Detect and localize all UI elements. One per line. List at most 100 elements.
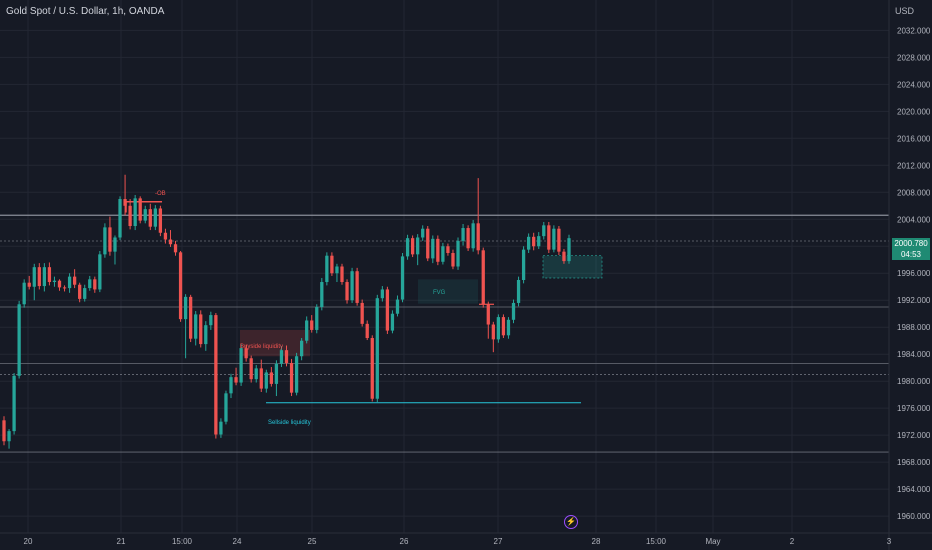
y-tick-label: 2028.000 (897, 53, 931, 62)
x-tick-label: May (705, 537, 720, 546)
price-axis[interactable]: 1960.000 1964.000 1968.000 1972.000 1976.000… (888, 0, 931, 550)
candle-body (264, 372, 268, 389)
candle-body (421, 228, 425, 238)
candle-body (2, 420, 6, 442)
candle-body (234, 377, 238, 383)
candle-body (244, 348, 248, 359)
flash-icon[interactable]: ⚡ (564, 515, 578, 529)
candle-body (72, 276, 77, 285)
candle-body (456, 240, 460, 267)
y-tick-label: 1988.000 (897, 323, 931, 332)
candle-body (163, 232, 168, 240)
candle-body (491, 324, 495, 340)
candle-body (552, 228, 556, 250)
y-tick-label: 1968.000 (897, 458, 931, 467)
candle-body (527, 236, 531, 250)
candle-body (370, 338, 374, 399)
candle-body (360, 302, 364, 324)
candle-body (259, 368, 263, 389)
candle-body (511, 302, 516, 320)
candles (2, 174, 571, 449)
candle-body (446, 246, 450, 254)
candle-body (284, 350, 289, 363)
candle-body (289, 362, 294, 393)
currency-label[interactable]: USD (894, 6, 914, 16)
candle-body (416, 237, 420, 255)
candle-body (158, 208, 163, 233)
candle-body (355, 271, 359, 303)
candle-body (385, 289, 390, 331)
candle-body (274, 363, 279, 384)
candle-body (451, 253, 455, 267)
x-tick-label: 2 (790, 537, 795, 546)
candle-body (436, 238, 440, 262)
candle-body (229, 377, 233, 394)
zones (240, 255, 603, 357)
candle-body (557, 228, 561, 252)
candle-body (133, 198, 137, 227)
candle-body (123, 199, 127, 206)
candle-body (37, 267, 41, 287)
y-tick-label: 2024.000 (897, 80, 931, 89)
candle-body (103, 227, 107, 255)
bar-countdown: 04:53 (900, 250, 922, 259)
candle-body (506, 319, 511, 336)
candle-body (486, 304, 490, 325)
candle-body (189, 296, 193, 339)
buyside-liquidity-label: Buyside liquidity (240, 344, 284, 350)
candle-body (532, 236, 536, 247)
candle-body (83, 288, 87, 299)
fvg-label: FVG (433, 290, 446, 296)
candle-body (204, 325, 208, 345)
y-tick-label: 1992.000 (897, 296, 931, 305)
candle-body (299, 340, 304, 357)
candle-body (516, 279, 521, 303)
demand-zone (542, 255, 603, 279)
candle-body (481, 250, 485, 305)
candle-body (62, 287, 67, 289)
candle-body (143, 209, 147, 221)
candle-body (239, 348, 243, 383)
candle-body (310, 320, 314, 330)
candle-body (279, 350, 284, 364)
candle-body (340, 266, 344, 283)
candle-body (153, 208, 157, 227)
candle-body (199, 314, 203, 345)
candle-body (390, 313, 395, 331)
candle-body (52, 280, 57, 283)
y-tick-label: 1984.000 (897, 350, 931, 359)
time-axis[interactable]: 20 21 15:00 24 25 26 27 28 15:00 May 2 3 (0, 532, 932, 546)
candle-body (148, 209, 152, 227)
candle-body (12, 375, 16, 432)
fvg-zone (418, 279, 478, 304)
candle-body (426, 228, 430, 259)
x-tick-label: 21 (117, 537, 126, 546)
candle-body (22, 282, 26, 305)
candle-body (93, 279, 97, 290)
candle-body (496, 317, 501, 340)
y-tick-label: 1996.000 (897, 269, 931, 278)
candle-body (128, 205, 132, 227)
candle-body (269, 372, 274, 384)
x-tick-label: 26 (400, 537, 409, 546)
x-tick-label: 27 (494, 537, 503, 546)
candle-body (194, 314, 198, 339)
candle-body (466, 228, 470, 249)
candle-body (88, 279, 92, 289)
y-tick-label: 1976.000 (897, 404, 931, 413)
current-price-tag: 2000.780 04:53 (892, 238, 930, 260)
x-tick-label: 15:00 (172, 537, 193, 546)
y-tick-label: 1980.000 (897, 377, 931, 386)
candle-body (365, 323, 369, 339)
buyside-liquidity-zone (240, 329, 310, 357)
candle-body (17, 304, 21, 376)
candle-body (305, 320, 309, 341)
candle-body (320, 282, 324, 307)
x-tick-label: 28 (592, 537, 601, 546)
y-tick-label: 2032.000 (897, 26, 931, 35)
candle-body (380, 289, 384, 299)
candle-body (98, 254, 102, 290)
x-tick-label: 3 (887, 537, 892, 546)
candle-body (410, 238, 415, 255)
